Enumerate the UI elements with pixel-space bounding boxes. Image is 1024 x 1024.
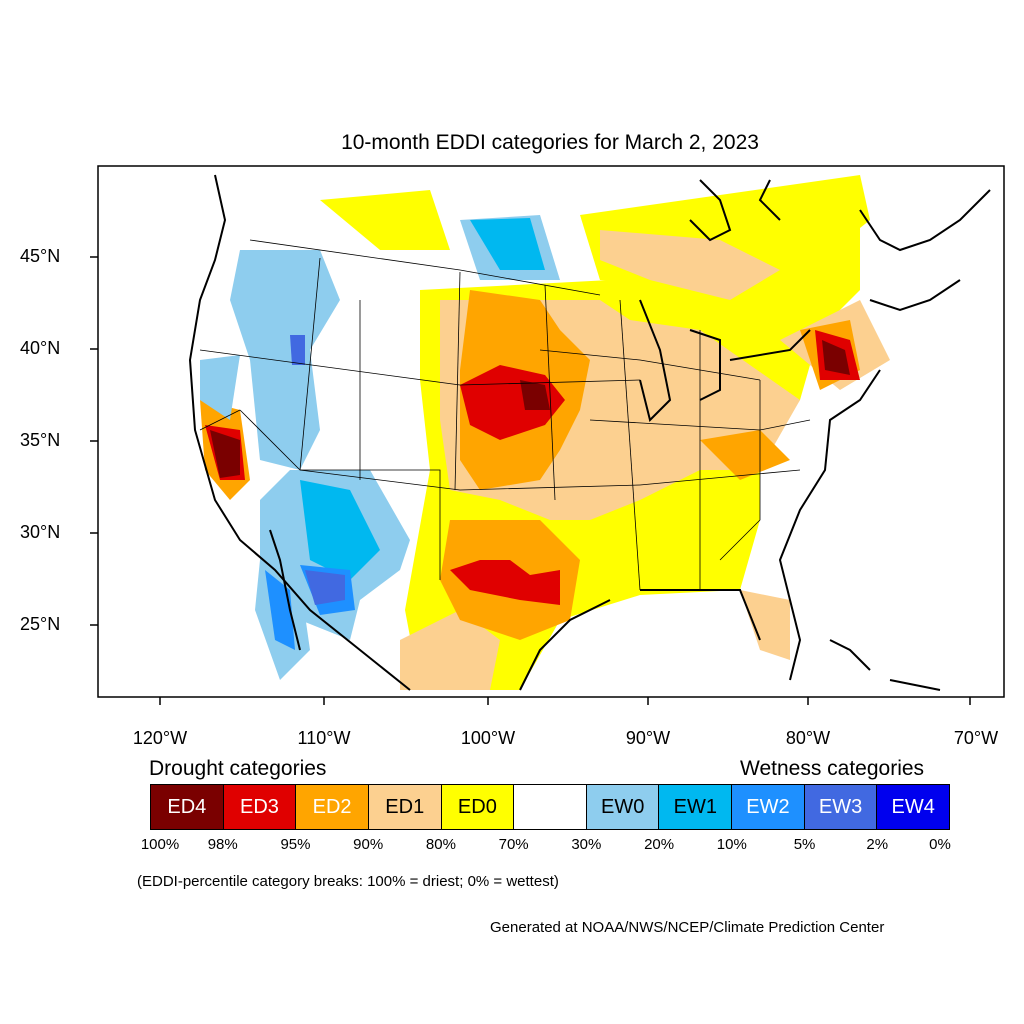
legend-swatch: ED2 [296, 785, 369, 829]
ed4-california [210, 430, 240, 478]
lon-label: 70°W [953, 728, 999, 748]
percent-break-label: 2% [866, 836, 889, 853]
lon-label: 110°W [297, 728, 351, 748]
percent-break-label: 0% [929, 836, 951, 853]
ed3-texas [450, 560, 560, 605]
legend-swatch: ED3 [223, 785, 297, 829]
legend-swatch: ED0 [441, 785, 515, 829]
ed2-midwest [700, 430, 790, 480]
credit-line: Generated at NOAA/NWS/NCEP/Climate Predi… [490, 919, 885, 936]
legend-swatch: ED1 [368, 785, 442, 829]
legend-swatch [514, 785, 587, 829]
map-frame [97, 165, 1005, 698]
lon-label: 90°W [625, 728, 671, 748]
lat-label: 30°N [20, 522, 61, 542]
category-legend: ED4 ED3 ED2 ED1 ED0 EW0 EW1 EW2 EW3 EW4 [150, 784, 950, 830]
legend-swatch: EW0 [586, 785, 660, 829]
ed4-nebraska [520, 380, 550, 410]
legend-swatch: EW2 [732, 785, 805, 829]
lat-label: 35°N [20, 430, 61, 450]
percent-break-label: 100% [140, 836, 180, 853]
lon-label: 100°W [460, 728, 516, 748]
ew0-coast [200, 355, 240, 420]
ew3-idaho [290, 335, 305, 365]
ed1-north [600, 230, 780, 300]
lat-label: 25°N [20, 614, 61, 634]
drought-categories-heading: Drought categories [149, 757, 327, 780]
percent-break-label: 98% [207, 836, 238, 853]
legend-swatch: ED4 [151, 785, 224, 829]
lat-label: 40°N [20, 338, 61, 358]
percent-break-label: 20% [644, 836, 675, 853]
coastlines [188, 174, 991, 691]
map-title: 10-month EDDI categories for March 2, 20… [341, 131, 759, 154]
percent-break-label: 70% [498, 836, 529, 853]
ed4-northeast [822, 340, 850, 375]
ed1-southwest [400, 610, 500, 690]
lon-label: 120°W [132, 728, 188, 748]
ed0-west [320, 190, 450, 250]
ew0-west [230, 250, 340, 470]
ew1-north [470, 218, 545, 270]
ew1-southwest [300, 480, 380, 580]
percent-break-label: 95% [280, 836, 311, 853]
lat-label: 45°N [20, 246, 61, 266]
percent-break-label: 90% [353, 836, 384, 853]
percent-break-label: 10% [716, 836, 747, 853]
ew3-southwest [305, 570, 345, 605]
percent-break-label: 30% [571, 836, 602, 853]
axis-ticks [90, 256, 971, 705]
percent-break-label: 80% [425, 836, 456, 853]
wetness-categories-heading: Wetness categories [740, 757, 925, 780]
lon-label: 80°W [785, 728, 831, 748]
legend-swatch: EW3 [804, 785, 878, 829]
legend-swatch: EW1 [659, 785, 733, 829]
ed1-florida [740, 590, 790, 660]
ew2-baja [265, 570, 295, 650]
category-note: (EDDI-percentile category breaks: 100% =… [137, 873, 559, 890]
legend-swatch: EW4 [877, 785, 950, 829]
percent-break-label: 5% [793, 836, 816, 853]
